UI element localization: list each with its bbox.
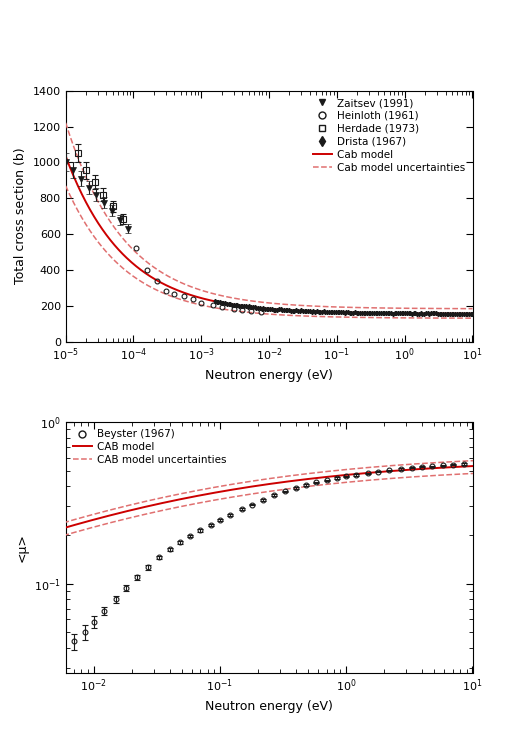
Heinloth (1961)	[210, 301, 216, 310]
Heinloth (1961)	[190, 294, 196, 303]
Heinloth (1961)	[198, 298, 204, 307]
Line: Heinloth (1961): Heinloth (1961)	[134, 245, 263, 314]
Heinloth (1961)	[257, 308, 264, 317]
X-axis label: Neutron energy (eV): Neutron energy (eV)	[205, 700, 333, 713]
Heinloth (1961)	[230, 305, 237, 314]
Legend: Zaitsev (1991), Heinloth (1961), Herdade (1973), Drista (1967), Cab model, Cab m: Zaitsev (1991), Heinloth (1961), Herdade…	[311, 96, 467, 175]
Drista (1967)	[346, 308, 353, 318]
Heinloth (1961)	[144, 265, 151, 274]
Line: Drista (1967): Drista (1967)	[213, 299, 474, 315]
Drista (1967)	[469, 309, 476, 318]
Heinloth (1961)	[218, 302, 225, 311]
Drista (1967)	[357, 308, 363, 318]
Drista (1967)	[390, 309, 396, 318]
Drista (1967)	[212, 296, 218, 305]
Heinloth (1961)	[248, 307, 255, 316]
Heinloth (1961)	[153, 276, 160, 285]
X-axis label: Neutron energy (eV): Neutron energy (eV)	[205, 369, 333, 382]
Drista (1967)	[314, 307, 320, 316]
Heinloth (1961)	[133, 243, 140, 252]
Drista (1967)	[297, 306, 303, 315]
Y-axis label: Total cross section (b): Total cross section (b)	[14, 148, 27, 284]
Legend: Beyster (1967), CAB model, CAB model uncertainties: Beyster (1967), CAB model, CAB model unc…	[71, 427, 228, 467]
Heinloth (1961)	[171, 289, 177, 298]
Heinloth (1961)	[181, 292, 187, 301]
Drista (1967)	[424, 309, 430, 318]
Drista (1967)	[450, 309, 457, 318]
Y-axis label: <μ>: <μ>	[15, 533, 28, 562]
Heinloth (1961)	[239, 305, 245, 314]
Heinloth (1961)	[163, 286, 169, 295]
